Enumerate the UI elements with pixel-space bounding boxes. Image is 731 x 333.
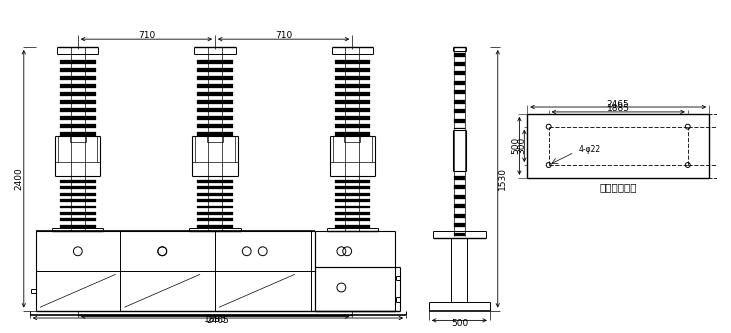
Bar bbox=[197, 84, 232, 88]
Bar bbox=[197, 60, 232, 64]
Bar bbox=[197, 205, 232, 208]
Text: 500: 500 bbox=[511, 137, 520, 155]
Bar bbox=[60, 76, 96, 80]
Bar bbox=[197, 124, 232, 128]
Bar bbox=[454, 176, 465, 179]
Text: 2400: 2400 bbox=[15, 167, 23, 190]
Bar bbox=[454, 213, 465, 217]
Bar bbox=[197, 225, 232, 228]
Bar bbox=[335, 192, 370, 195]
Bar bbox=[335, 84, 370, 88]
Bar bbox=[60, 68, 96, 72]
Text: 安装孔示意图: 安装孔示意图 bbox=[599, 182, 637, 193]
Bar bbox=[335, 199, 370, 202]
Bar bbox=[60, 199, 96, 202]
Bar bbox=[454, 232, 465, 236]
Bar bbox=[60, 92, 96, 96]
Bar bbox=[335, 68, 370, 72]
Bar bbox=[197, 218, 232, 221]
Bar bbox=[454, 109, 465, 113]
Bar bbox=[335, 212, 370, 215]
Bar bbox=[197, 186, 232, 189]
Bar bbox=[335, 218, 370, 221]
Bar bbox=[197, 116, 232, 120]
Text: 710: 710 bbox=[275, 31, 292, 40]
Bar bbox=[60, 124, 96, 128]
Bar bbox=[454, 128, 465, 132]
Bar bbox=[60, 225, 96, 228]
Bar bbox=[335, 225, 370, 228]
Bar bbox=[60, 100, 96, 104]
Bar bbox=[60, 60, 96, 64]
Bar bbox=[335, 92, 370, 96]
Bar bbox=[335, 124, 370, 128]
Bar bbox=[454, 223, 465, 227]
Text: 1885: 1885 bbox=[203, 315, 227, 324]
Bar bbox=[60, 212, 96, 215]
Text: 300: 300 bbox=[517, 137, 526, 155]
Bar bbox=[454, 157, 465, 161]
Text: 2465: 2465 bbox=[607, 100, 629, 109]
Bar bbox=[335, 116, 370, 120]
Bar bbox=[454, 119, 465, 123]
Bar bbox=[454, 204, 465, 208]
Bar bbox=[60, 192, 96, 195]
Bar bbox=[197, 100, 232, 104]
Bar bbox=[454, 185, 465, 189]
Bar bbox=[454, 166, 465, 170]
Bar bbox=[454, 81, 465, 85]
Bar bbox=[197, 108, 232, 112]
Bar bbox=[454, 138, 465, 142]
Bar bbox=[60, 132, 96, 136]
Bar bbox=[197, 199, 232, 202]
Bar bbox=[197, 76, 232, 80]
Bar bbox=[60, 186, 96, 189]
Bar bbox=[197, 212, 232, 215]
Bar bbox=[335, 180, 370, 182]
Text: 710: 710 bbox=[137, 31, 155, 40]
Bar bbox=[453, 129, 466, 172]
Bar bbox=[454, 100, 465, 104]
Bar bbox=[60, 84, 96, 88]
Bar bbox=[335, 108, 370, 112]
Bar bbox=[454, 72, 465, 76]
Bar bbox=[335, 186, 370, 189]
Bar bbox=[454, 62, 465, 66]
Bar bbox=[335, 100, 370, 104]
Bar bbox=[335, 76, 370, 80]
Bar bbox=[335, 60, 370, 64]
Bar bbox=[454, 147, 465, 151]
Bar bbox=[197, 132, 232, 136]
Bar bbox=[454, 194, 465, 198]
Bar bbox=[197, 180, 232, 182]
Bar bbox=[454, 53, 465, 57]
Text: 4-φ22: 4-φ22 bbox=[578, 145, 600, 154]
Bar bbox=[197, 92, 232, 96]
Bar bbox=[60, 218, 96, 221]
Bar bbox=[454, 91, 465, 94]
Text: 1530: 1530 bbox=[498, 167, 507, 190]
Bar bbox=[60, 116, 96, 120]
Bar bbox=[60, 180, 96, 182]
Bar bbox=[60, 205, 96, 208]
Text: 2465: 2465 bbox=[207, 316, 230, 325]
Bar bbox=[197, 68, 232, 72]
Bar bbox=[335, 132, 370, 136]
Bar bbox=[60, 108, 96, 112]
Text: 1885: 1885 bbox=[607, 105, 629, 114]
Bar bbox=[335, 205, 370, 208]
Text: 500: 500 bbox=[451, 319, 468, 328]
Bar bbox=[197, 192, 232, 195]
